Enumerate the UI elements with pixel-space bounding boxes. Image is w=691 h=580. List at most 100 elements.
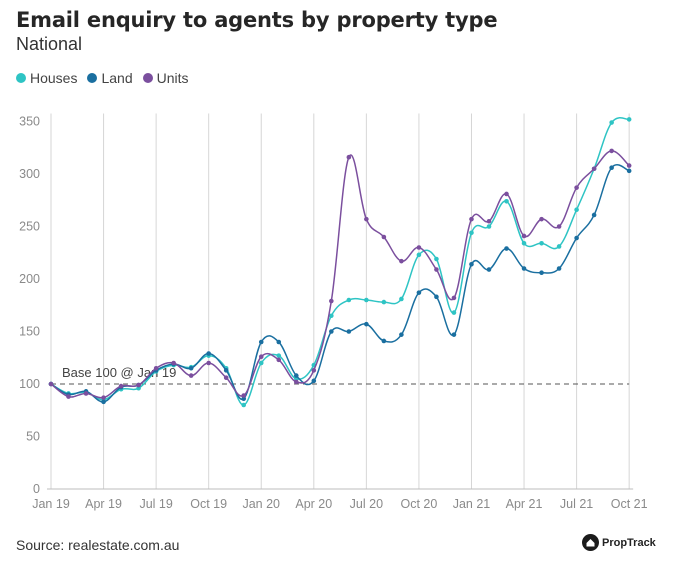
chart-subtitle: National [16,34,83,54]
data-point-land [521,266,527,271]
data-point-units [48,381,54,387]
data-point-units [223,375,229,381]
y-tick-label: 50 [26,430,40,444]
legend-label-units: Units [156,70,189,86]
data-point-land [381,338,387,344]
y-tick-label: 250 [19,220,40,234]
data-point-units [153,365,159,371]
x-tick-label: Oct 19 [190,497,227,511]
line-chart: Jan 19 Apr 19 Jul 19 Oct 19 Jan 20 Apr 20 Jul … [19,113,648,511]
data-point-houses [346,297,352,303]
legend-marker-houses [16,73,26,83]
x-tick-label: Jul 20 [350,497,383,511]
data-point-houses [451,310,457,315]
legend-label-land: Land [101,70,133,86]
x-tick-label: Jan 20 [242,497,280,511]
data-point-land [223,368,229,373]
data-point-units [469,216,474,222]
x-tick-label: Oct 21 [611,497,648,511]
data-point-land [311,378,317,384]
series-line-units [50,150,630,399]
data-point-land [346,329,352,334]
proptrack-icon [582,534,599,551]
data-point-units [83,391,89,396]
data-point-houses [574,207,579,212]
data-point-units [399,258,404,264]
data-point-units [118,383,124,389]
baseline-label: Base 100 @ Jan 19 [62,365,176,380]
data-point-units [486,218,492,224]
data-point-houses [136,385,141,391]
data-point-units [241,393,247,398]
data-point-units [206,360,211,366]
x-tick-label: Jan 19 [32,497,70,511]
data-point-houses [469,230,474,236]
data-point-land [539,270,544,276]
x-tick-label: Apr 21 [506,497,543,511]
data-point-houses [241,402,247,408]
data-point-units [171,360,176,366]
x-tick-label: Jan 21 [453,497,491,511]
data-point-houses [434,256,439,262]
data-point-units [66,394,71,399]
data-point-land [399,332,404,337]
legend-marker-land [87,73,98,83]
data-point-houses [416,252,422,258]
legend-item-units[interactable]: Units [142,70,189,86]
y-tick-label: 0 [33,482,40,496]
data-point-units [101,395,106,400]
data-point-units [591,166,597,172]
data-point-houses [556,244,562,249]
legend-item-land[interactable]: Land [87,70,133,86]
legend-item-houses[interactable]: Houses [16,70,77,86]
data-point-houses [626,117,632,122]
data-point-land [434,294,439,300]
y-tick-label: 200 [19,272,40,286]
x-tick-label: Jul 21 [560,497,593,511]
data-point-units [381,234,387,240]
data-point-houses [258,360,264,366]
chart-legend: Houses Land Units [16,70,189,86]
data-point-land [329,329,334,334]
data-point-units [311,368,317,373]
data-point-houses [486,224,492,229]
data-point-units [364,216,369,222]
y-tick-label: 300 [19,167,40,181]
data-point-land [556,266,562,271]
data-point-land [486,267,492,272]
data-point-houses [329,313,334,319]
chart-title: Email enquiry to agents by property type [16,8,498,32]
data-point-land [591,212,597,218]
data-point-units [539,216,544,222]
data-point-land [609,165,614,170]
data-point-land [364,321,369,327]
legend-marker-units [142,73,153,83]
brand-name: PropTrack [602,536,656,549]
data-point-houses [609,120,614,125]
data-point-land [504,246,509,251]
data-point-houses [381,299,387,305]
data-point-houses [399,296,404,302]
data-point-units [521,233,527,239]
data-point-land [276,339,282,345]
data-point-units [136,382,141,388]
data-point-units [626,163,632,168]
data-point-land [241,396,247,402]
data-point-units [574,185,579,190]
source-note: Source: realestate.com.au [16,537,180,553]
data-point-units [556,224,562,229]
x-tick-label: Jul 19 [139,497,172,511]
data-point-units [504,191,509,197]
data-point-units [346,154,352,160]
data-point-units [416,245,422,250]
data-point-units [329,298,334,304]
data-point-houses [364,297,369,303]
data-point-land [469,262,474,267]
data-point-land [626,168,632,174]
series-line-houses [50,117,630,406]
x-tick-label: Apr 19 [85,497,122,511]
data-point-units [451,295,457,301]
y-tick-label: 100 [19,377,40,391]
data-point-houses [521,241,527,246]
data-point-houses [504,199,509,204]
